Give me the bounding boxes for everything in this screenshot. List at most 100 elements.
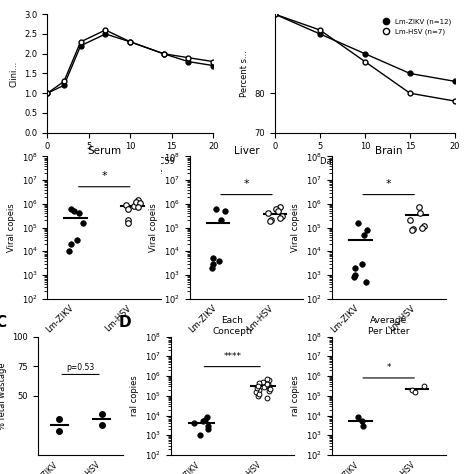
Point	[274, 207, 282, 215]
Point	[196, 431, 203, 439]
Point	[409, 226, 416, 234]
Point	[124, 219, 132, 227]
Point	[351, 271, 359, 279]
Point	[254, 382, 262, 390]
Point	[273, 205, 280, 213]
Point	[350, 273, 357, 281]
Point	[124, 217, 132, 224]
Point	[209, 255, 217, 262]
Point	[199, 418, 207, 425]
Point	[358, 418, 366, 425]
Point	[75, 210, 83, 217]
Point	[266, 218, 274, 225]
Title: Each
Concepti: Each Concepti	[212, 316, 252, 336]
Point	[264, 375, 271, 383]
Point	[411, 389, 419, 396]
Point	[276, 204, 284, 211]
Point	[98, 422, 106, 429]
Y-axis label: ral copies: ral copies	[130, 375, 139, 416]
Point	[420, 383, 428, 390]
Point	[98, 410, 106, 418]
Point	[253, 384, 261, 392]
Point	[418, 224, 426, 231]
Point	[132, 198, 139, 206]
Title: Serum: Serum	[87, 146, 121, 155]
Point	[55, 416, 63, 423]
Point	[267, 217, 274, 224]
Point	[208, 264, 215, 272]
Point	[55, 428, 63, 435]
Text: D: D	[119, 315, 131, 330]
Point	[209, 260, 217, 267]
Point	[130, 202, 138, 210]
Y-axis label: % fetal wastage: % fetal wastage	[0, 362, 7, 429]
Point	[416, 210, 424, 217]
Point	[67, 205, 74, 213]
Y-axis label: Viral copeis: Viral copeis	[149, 203, 158, 252]
Text: *: *	[386, 363, 391, 372]
Point	[263, 394, 270, 401]
Point	[218, 217, 225, 224]
Point	[65, 247, 73, 255]
Point	[355, 219, 362, 227]
Point	[255, 391, 263, 398]
Point	[406, 217, 414, 224]
X-axis label: Days after PRVABC59
ZIKV challenge: Days after PRVABC59 ZIKV challenge	[85, 157, 175, 176]
Point	[362, 278, 369, 286]
Text: *: *	[386, 179, 392, 189]
Point	[204, 426, 211, 433]
Point	[260, 383, 268, 391]
Title: Average
Per Litter: Average Per Litter	[368, 316, 410, 336]
Point	[134, 196, 142, 203]
Title: Brain: Brain	[375, 146, 402, 155]
Point	[264, 381, 271, 388]
Point	[260, 378, 267, 386]
Point	[265, 387, 273, 394]
Point	[255, 392, 262, 400]
Point	[358, 260, 365, 267]
Point	[255, 379, 263, 387]
X-axis label: Days after PRVABC59
ZIKV challenge: Days after PRVABC59 ZIKV challenge	[320, 157, 410, 176]
Point	[201, 416, 208, 424]
Point	[264, 380, 272, 388]
Point	[67, 240, 74, 248]
Y-axis label: Percent s...: Percent s...	[240, 50, 249, 97]
Point	[278, 212, 286, 220]
Point	[252, 389, 259, 396]
Point	[122, 201, 129, 209]
Point	[204, 422, 211, 429]
Point	[255, 386, 263, 393]
Text: *: *	[101, 171, 107, 181]
Point	[351, 264, 359, 272]
Point	[360, 231, 367, 238]
Point	[415, 204, 422, 211]
Point	[264, 210, 272, 217]
Point	[420, 222, 428, 229]
Text: p=0.53: p=0.53	[66, 363, 95, 372]
Point	[125, 205, 132, 213]
Y-axis label: Clini...: Clini...	[10, 60, 19, 87]
Y-axis label: Viral copeis: Viral copeis	[292, 203, 301, 252]
Point	[265, 377, 273, 384]
Point	[359, 422, 366, 429]
Point	[70, 207, 78, 215]
Point	[212, 205, 220, 213]
Point	[79, 219, 86, 227]
Point	[355, 414, 362, 421]
Point	[262, 383, 269, 390]
Text: ****: ****	[223, 352, 241, 361]
Point	[276, 214, 283, 222]
Point	[263, 381, 271, 389]
Text: C: C	[0, 315, 6, 330]
Y-axis label: Viral copeis: Viral copeis	[7, 203, 16, 252]
Point	[216, 257, 223, 264]
Point	[136, 199, 144, 207]
Point	[409, 225, 417, 232]
Legend: Lm-ZIKV (n=12), Lm-HSV (n=7): Lm-ZIKV (n=12), Lm-HSV (n=7)	[379, 18, 452, 36]
Point	[266, 385, 274, 393]
Point	[221, 207, 228, 215]
Title: Liver: Liver	[234, 146, 259, 155]
Point	[190, 419, 198, 427]
Point	[363, 226, 371, 234]
Text: *: *	[244, 179, 249, 189]
